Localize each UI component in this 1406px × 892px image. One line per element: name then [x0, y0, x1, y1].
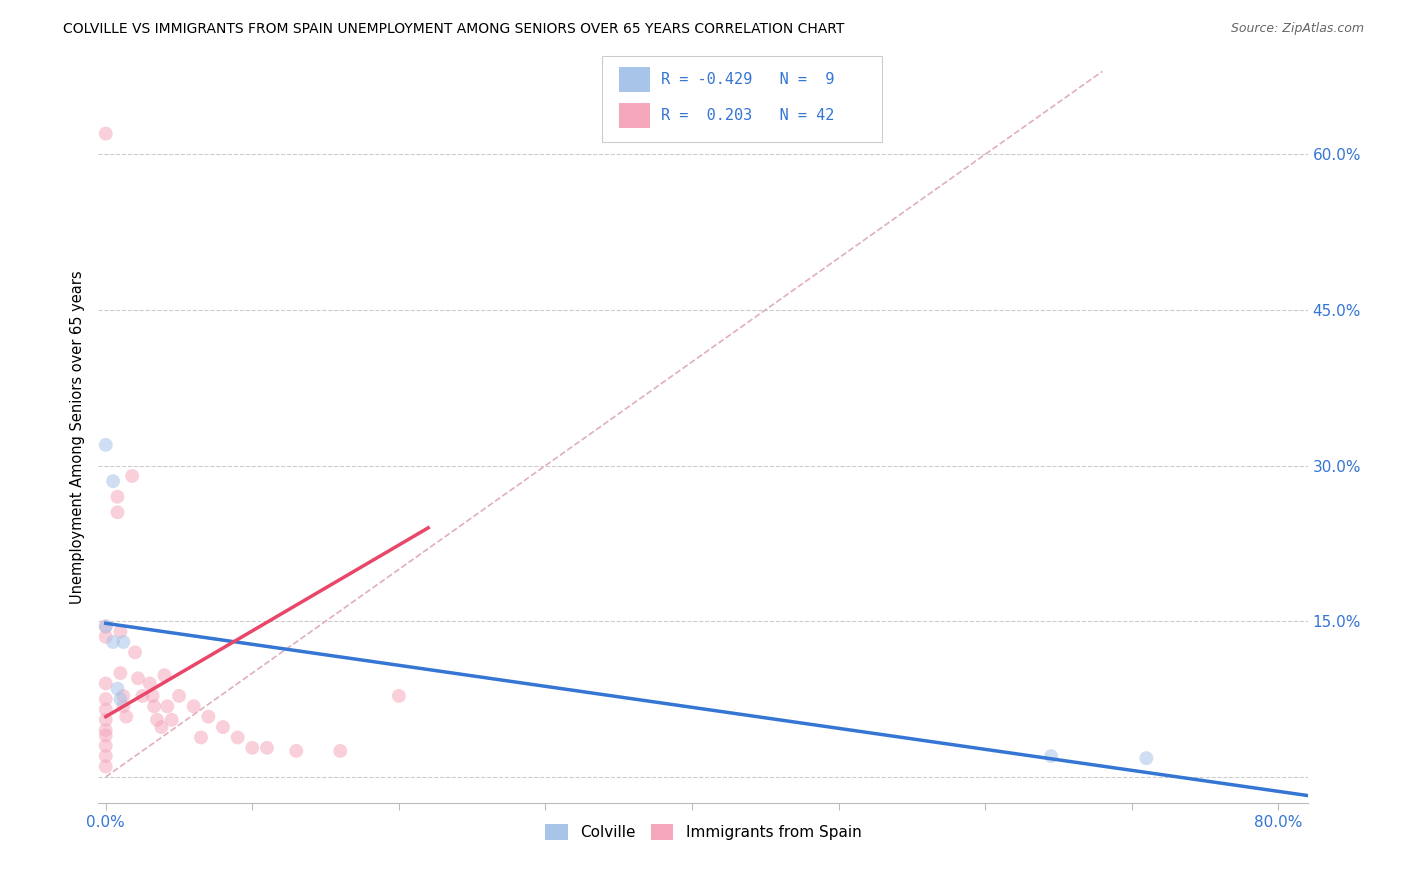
- Point: [156, 699, 179, 714]
- Point: [197, 709, 219, 723]
- Point: [285, 744, 308, 758]
- Point: [110, 692, 132, 706]
- Point: [142, 689, 165, 703]
- Point: [94, 692, 117, 706]
- Point: [94, 438, 117, 452]
- Point: [143, 699, 166, 714]
- Point: [183, 699, 205, 714]
- Point: [226, 731, 249, 745]
- Text: R =  0.203   N = 42: R = 0.203 N = 42: [661, 109, 834, 123]
- Text: R = -0.429   N =  9: R = -0.429 N = 9: [661, 72, 834, 87]
- Point: [94, 739, 117, 753]
- Point: [112, 699, 135, 714]
- Point: [94, 713, 117, 727]
- Point: [94, 630, 117, 644]
- Text: Source: ZipAtlas.com: Source: ZipAtlas.com: [1230, 22, 1364, 36]
- Point: [101, 635, 124, 649]
- Point: [138, 676, 160, 690]
- Point: [1135, 751, 1157, 765]
- Point: [110, 666, 132, 681]
- Point: [94, 619, 117, 633]
- Point: [94, 676, 117, 690]
- Point: [329, 744, 352, 758]
- Point: [107, 490, 129, 504]
- Point: [110, 624, 132, 639]
- Point: [127, 671, 149, 685]
- Point: [190, 731, 212, 745]
- Point: [94, 728, 117, 742]
- Point: [94, 759, 117, 773]
- Point: [94, 749, 117, 764]
- Point: [150, 720, 173, 734]
- Point: [153, 668, 176, 682]
- Point: [94, 619, 117, 633]
- Point: [101, 474, 124, 488]
- Point: [212, 720, 235, 734]
- Point: [115, 709, 138, 723]
- Point: [94, 723, 117, 738]
- Point: [146, 713, 169, 727]
- Point: [131, 689, 153, 703]
- Point: [388, 689, 411, 703]
- Text: COLVILLE VS IMMIGRANTS FROM SPAIN UNEMPLOYMENT AMONG SENIORS OVER 65 YEARS CORRE: COLVILLE VS IMMIGRANTS FROM SPAIN UNEMPL…: [63, 22, 845, 37]
- Point: [124, 645, 146, 659]
- Point: [256, 740, 278, 755]
- Point: [167, 689, 190, 703]
- Point: [112, 635, 135, 649]
- Legend: Colville, Immigrants from Spain: Colville, Immigrants from Spain: [538, 818, 868, 847]
- Point: [112, 689, 135, 703]
- Point: [121, 469, 143, 483]
- Point: [94, 702, 117, 716]
- Point: [240, 740, 263, 755]
- Point: [107, 505, 129, 519]
- Point: [94, 127, 117, 141]
- Point: [1040, 749, 1063, 764]
- Y-axis label: Unemployment Among Seniors over 65 years: Unemployment Among Seniors over 65 years: [70, 270, 86, 604]
- Point: [107, 681, 129, 696]
- Point: [160, 713, 183, 727]
